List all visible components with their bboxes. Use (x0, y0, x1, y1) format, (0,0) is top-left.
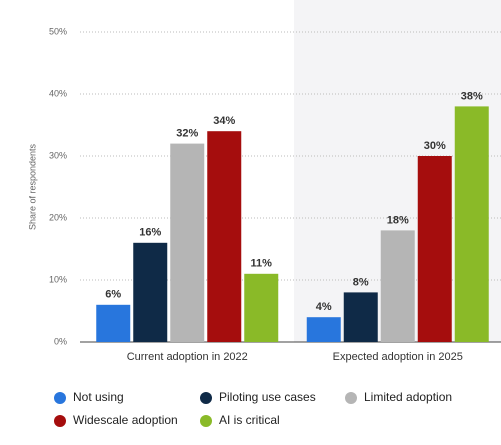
bar (244, 273, 279, 342)
bar (207, 131, 242, 342)
bar (343, 292, 378, 342)
bar (133, 242, 168, 342)
value-label: 8% (353, 276, 369, 288)
x-tick-label: Current adoption in 2022 (127, 351, 248, 363)
bar (380, 230, 415, 342)
legend-marker (345, 392, 357, 404)
legend-marker (54, 392, 66, 404)
legend-marker (54, 415, 66, 427)
value-label: 32% (176, 128, 198, 140)
legend-label: AI is critical (219, 413, 280, 427)
value-label: 38% (461, 90, 483, 102)
value-label: 6% (105, 289, 121, 301)
bar (454, 106, 489, 343)
bar (306, 317, 341, 342)
value-label: 11% (251, 258, 273, 270)
y-tick-label: 30% (49, 150, 67, 160)
y-tick-label: 20% (49, 212, 67, 222)
y-tick-label: 40% (49, 88, 67, 98)
value-label: 18% (387, 214, 409, 226)
legend-marker (200, 415, 212, 427)
legend-label: Widescale adoption (73, 413, 178, 427)
y-tick-label: 0% (54, 336, 67, 346)
bar (417, 156, 452, 342)
bar (170, 143, 205, 342)
value-label: 30% (424, 140, 446, 152)
legend-label: Not using (73, 390, 124, 404)
legend-label: Piloting use cases (219, 390, 316, 404)
x-tick-label: Expected adoption in 2025 (333, 351, 463, 363)
value-label: 34% (213, 115, 235, 127)
bar (96, 304, 131, 342)
legend-marker (200, 392, 212, 404)
y-tick-label: 50% (49, 26, 67, 36)
value-label: 4% (316, 301, 332, 313)
y-axis-label: Share of respondents (27, 143, 37, 230)
y-tick-label: 10% (49, 274, 67, 284)
value-label: 16% (139, 227, 161, 239)
legend-label: Limited adoption (364, 390, 452, 404)
